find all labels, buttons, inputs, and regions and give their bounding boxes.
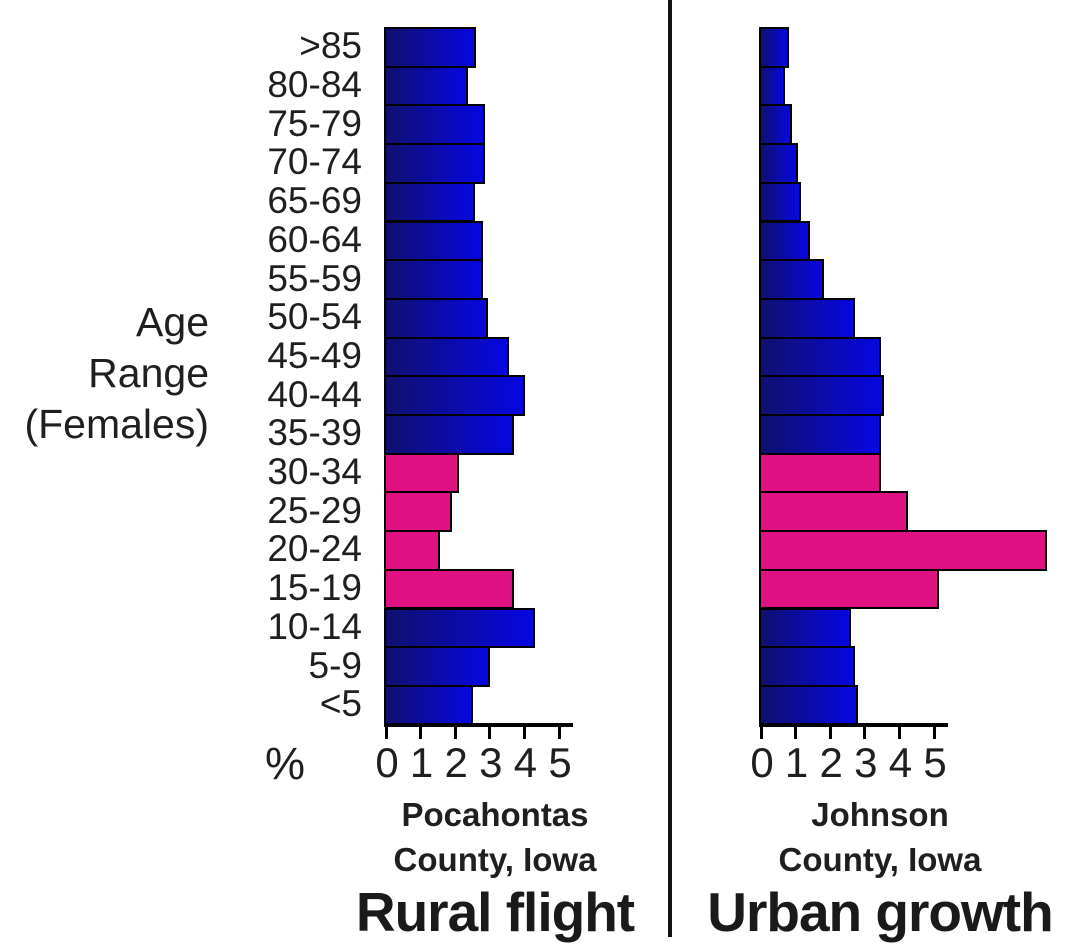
bar-5-blue (759, 684, 859, 726)
footer-right: Johnson County, Iowa Urban growth (680, 792, 1080, 940)
age-range-label-40-44: 40-44 (267, 373, 362, 415)
x-axis-tick (453, 723, 457, 739)
bar-30-34-pink (384, 452, 459, 494)
bar-65-69-blue (384, 181, 475, 223)
bar-60-64-blue (384, 220, 484, 262)
age-range-label-20-24: 20-24 (267, 528, 362, 570)
bar-75-79-blue (759, 104, 793, 146)
county-name-pocahontas: Pocahontas County, Iowa (393, 796, 597, 878)
age-range-label-55-59: 55-59 (267, 257, 362, 299)
x-axis-line (384, 723, 573, 727)
age-range-label-25-29: 25-29 (267, 489, 362, 531)
x-axis-tick (828, 723, 832, 739)
x-axis-tick (384, 723, 388, 739)
age-range-label-85: >85 (299, 25, 362, 67)
bar-50-54-blue (759, 297, 855, 339)
bar-40-44-blue (384, 375, 525, 416)
bar-45-49-blue (759, 336, 881, 378)
bar-70-74-blue (759, 143, 798, 184)
x-tick-label-3: 3 (854, 739, 877, 786)
bar-85-blue (759, 27, 789, 68)
bar-65-69-blue (759, 181, 802, 223)
bar-25-29-pink (384, 491, 452, 533)
bar-35-39-blue (384, 414, 515, 455)
x-axis-tick (522, 723, 526, 739)
age-range-label-60-64: 60-64 (267, 218, 362, 260)
x-axis-tick (488, 723, 492, 739)
age-range-label-50-54: 50-54 (267, 296, 362, 338)
bar-5-9-blue (384, 646, 491, 687)
bar-30-34-pink (759, 452, 881, 494)
age-range-label-35-39: 35-39 (267, 412, 362, 454)
bar-25-29-pink (759, 491, 909, 533)
age-range-label-80-84: 80-84 (267, 64, 362, 106)
age-range-label-75-79: 75-79 (267, 102, 362, 144)
age-range-label-45-49: 45-49 (267, 334, 362, 376)
bar-75-79-blue (384, 104, 485, 146)
bar-5-blue (384, 684, 473, 726)
caption-rural-flight: Rural flight (355, 881, 635, 943)
footer-left: Pocahontas County, Iowa Rural flight (295, 792, 695, 940)
bar-15-19-pink (759, 568, 940, 610)
x-tick-label-0: 0 (375, 739, 398, 786)
caption-urban-growth: Urban growth (707, 881, 1053, 943)
bar-15-19-pink (384, 568, 515, 610)
x-axis-tick (419, 723, 423, 739)
x-tick-label-5: 5 (548, 739, 571, 786)
x-axis-tick (794, 723, 798, 739)
x-tick-label-2: 2 (819, 739, 843, 786)
bar-40-44-blue (759, 375, 885, 416)
x-tick-label-3: 3 (479, 739, 502, 786)
bar-60-64-blue (759, 220, 810, 262)
x-axis-unit-label: % (264, 738, 305, 789)
x-tick-label-1: 1 (784, 739, 808, 786)
x-axis-line (759, 723, 948, 727)
bar-55-59-blue (759, 259, 824, 300)
county-name-johnson: Johnson County, Iowa (778, 796, 982, 878)
age-range-label-65-69: 65-69 (267, 180, 362, 222)
y-axis-title: Age Range (Females) (24, 299, 209, 447)
age-range-label-70-74: 70-74 (267, 141, 362, 183)
x-axis-tick (557, 723, 561, 739)
bar-80-84-blue (759, 65, 786, 107)
x-axis-tick (897, 723, 901, 739)
bar-20-24-pink (759, 530, 1047, 571)
age-range-label-15-19: 15-19 (267, 567, 362, 609)
x-tick-label-5: 5 (923, 739, 946, 786)
x-tick-label-4: 4 (888, 739, 912, 786)
bar-20-24-pink (384, 530, 440, 571)
bar-45-49-blue (384, 336, 510, 378)
x-tick-label-2: 2 (444, 739, 468, 786)
age-range-label-5-9: 5-9 (308, 644, 362, 686)
bar-35-39-blue (759, 414, 881, 455)
panel-divider-line (668, 0, 672, 937)
x-axis-tick (759, 723, 763, 739)
bar-50-54-blue (384, 297, 489, 339)
bar-70-74-blue (384, 143, 485, 184)
bar-5-9-blue (759, 646, 855, 687)
age-range-label-5: <5 (319, 683, 362, 725)
bar-10-14-blue (384, 607, 536, 649)
x-tick-label-1: 1 (409, 739, 433, 786)
age-range-label-30-34: 30-34 (267, 451, 362, 493)
x-tick-label-0: 0 (750, 739, 773, 786)
bar-85-blue (384, 27, 477, 68)
bar-55-59-blue (384, 259, 484, 300)
bar-80-84-blue (384, 65, 468, 107)
x-axis-tick (863, 723, 867, 739)
x-axis-tick (932, 723, 936, 739)
bar-10-14-blue (759, 607, 852, 649)
x-tick-label-4: 4 (513, 739, 537, 786)
age-range-label-10-14: 10-14 (267, 605, 362, 647)
